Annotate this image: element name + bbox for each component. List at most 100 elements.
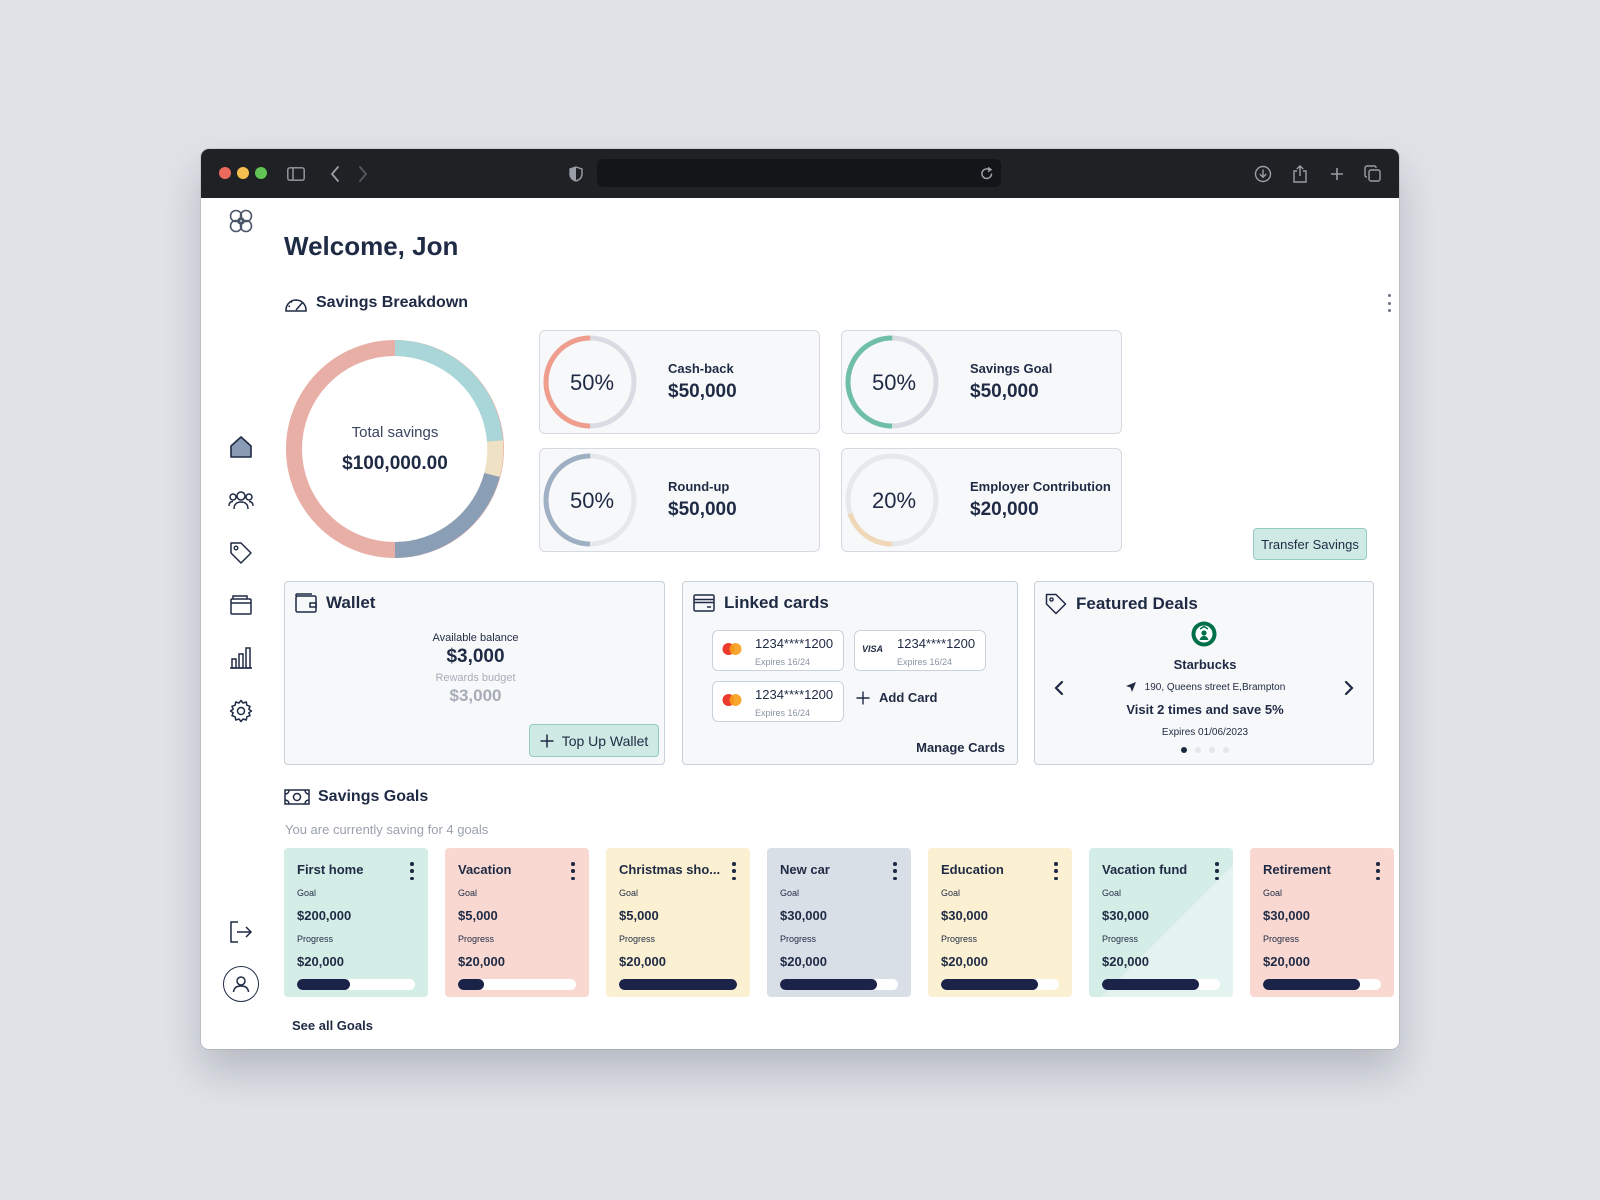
deal-offer: Visit 2 times and save 5% [1126, 702, 1284, 717]
wallet-icon[interactable] [226, 590, 256, 620]
next-deal-chevron-icon[interactable] [1344, 680, 1354, 696]
linked-card-chip[interactable]: 1234****1200 Expires 16/24 [712, 681, 844, 722]
donut-segment-slate [394, 472, 500, 558]
pagination-dot[interactable] [1195, 747, 1201, 753]
linked-card-chip[interactable]: VISA 1234****1200 Expires 16/24 [854, 630, 986, 671]
stat-label: Employer Contribution [970, 479, 1111, 494]
reload-icon[interactable] [975, 162, 999, 186]
pagination-dot[interactable] [1209, 747, 1215, 753]
goal-card[interactable]: Vacation fund Goal $30,000 Progress $20,… [1089, 848, 1233, 997]
goal-options-icon[interactable] [570, 862, 576, 880]
goal-amount: $200,000 [297, 908, 352, 923]
goal-progress-bar [619, 979, 737, 990]
goal-amount: $5,000 [619, 908, 659, 923]
tab-overview-icon[interactable] [1361, 162, 1385, 186]
goal-label: Goal [1102, 888, 1122, 898]
back-icon[interactable] [323, 162, 347, 186]
card-expiry: Expires 16/24 [755, 708, 811, 718]
forward-icon[interactable] [351, 162, 375, 186]
linked-card-chip[interactable]: 1234****1200 Expires 16/24 [712, 630, 844, 671]
goal-progress-bar [297, 979, 415, 990]
logout-icon[interactable] [226, 917, 256, 947]
browser-window: Welcome, Jon Savings Breakdown Total sa [201, 149, 1399, 1049]
card-number: 1234****1200 [755, 687, 834, 702]
pagination-dot-active[interactable] [1181, 747, 1187, 753]
goal-options-icon[interactable] [409, 862, 415, 880]
progress-label: Progress [1102, 934, 1139, 944]
stat-percent: 50% [871, 370, 917, 395]
donut-center: Total savings $100,000.00 [284, 338, 506, 560]
see-all-goals-link[interactable]: See all Goals [292, 1018, 373, 1033]
goal-card[interactable]: Christmas sho... Goal $5,000 Progress $2… [606, 848, 750, 997]
stat-value: $50,000 [970, 381, 1039, 402]
goal-options-icon[interactable] [892, 862, 898, 880]
progress-label: Progress [780, 934, 817, 944]
goal-card[interactable]: Retirement Goal $30,000 Progress $20,000 [1250, 848, 1394, 997]
pagination-dot[interactable] [1223, 747, 1229, 753]
credit-card-icon [693, 594, 715, 612]
mastercard-icon [720, 692, 744, 708]
goal-label: Goal [1263, 888, 1283, 898]
wallet-icon [295, 593, 317, 613]
share-icon[interactable] [1288, 162, 1312, 186]
top-up-wallet-button[interactable]: Top Up Wallet [529, 724, 659, 757]
stat-value: $50,000 [668, 499, 737, 520]
transfer-savings-button[interactable]: Transfer Savings [1253, 528, 1367, 560]
goal-card[interactable]: Vacation Goal $5,000 Progress $20,000 [445, 848, 589, 997]
stat-card-employer-contribution[interactable]: 20% Employer Contribution $20,000 [841, 448, 1122, 552]
profile-avatar-icon[interactable] [223, 966, 259, 1002]
stat-card-cashback[interactable]: 50% Cash-back $50,000 [539, 330, 820, 434]
stat-percent: 20% [871, 488, 917, 513]
new-tab-icon[interactable] [1325, 162, 1349, 186]
stat-card-round-up[interactable]: 50% Round-up $50,000 [539, 448, 820, 552]
goal-options-icon[interactable] [731, 862, 737, 880]
starbucks-logo-icon [1191, 621, 1217, 647]
progress-amount: $20,000 [1102, 954, 1149, 969]
goal-card[interactable]: Education Goal $30,000 Progress $20,000 [928, 848, 1072, 997]
goal-options-icon[interactable] [1375, 862, 1381, 880]
progress-label: Progress [297, 934, 334, 944]
top-up-wallet-label: Top Up Wallet [561, 732, 649, 749]
tag-icon[interactable] [226, 538, 256, 568]
more-options-icon[interactable] [1386, 294, 1392, 312]
stat-value: $50,000 [668, 381, 737, 402]
people-icon[interactable] [226, 485, 256, 515]
progress-label: Progress [458, 934, 495, 944]
card-number: 1234****1200 [755, 636, 834, 651]
privacy-shield-icon[interactable] [564, 162, 588, 186]
address-bar[interactable] [597, 159, 1001, 187]
previous-deal-chevron-icon[interactable] [1054, 680, 1064, 696]
linked-cards-title: Linked cards [724, 593, 829, 612]
speedometer-icon [284, 294, 308, 312]
featured-deals-title: Featured Deals [1076, 594, 1198, 613]
goal-name: Vacation [458, 862, 512, 877]
minimize-window-button[interactable] [237, 167, 249, 179]
tag-icon [1045, 593, 1067, 615]
goal-amount: $30,000 [1263, 908, 1310, 923]
goal-options-icon[interactable] [1214, 862, 1220, 880]
settings-gear-icon[interactable] [226, 696, 256, 726]
card-expiry: Expires 16/24 [755, 657, 811, 667]
bar-chart-icon[interactable] [226, 643, 256, 673]
manage-cards-link[interactable]: Manage Cards [916, 740, 1005, 755]
goal-label: Goal [619, 888, 639, 898]
zoom-window-button[interactable] [255, 167, 267, 179]
donut-segment-teal [394, 340, 503, 442]
close-window-button[interactable] [219, 167, 231, 179]
rewards-budget-value: $3,000 [449, 686, 502, 705]
brand-logo-icon [226, 206, 256, 236]
add-card-button[interactable]: Add Card [856, 690, 938, 705]
cash-icon [284, 789, 310, 805]
location-arrow-icon [1125, 681, 1137, 693]
goal-card[interactable]: New car Goal $30,000 Progress $20,000 [767, 848, 911, 997]
goal-name: Retirement [1263, 862, 1331, 877]
stat-card-savings-goal[interactable]: 50% Savings Goal $50,000 [841, 330, 1122, 434]
goal-card[interactable]: First home Goal $200,000 Progress $20,00… [284, 848, 428, 997]
sidebar-toggle-icon[interactable] [284, 162, 308, 186]
deal-address: 190, Queens street E,Brampton [1144, 681, 1286, 693]
goal-options-icon[interactable] [1053, 862, 1059, 880]
downloads-icon[interactable] [1251, 162, 1275, 186]
home-icon[interactable] [226, 432, 256, 462]
rewards-budget-label: Rewards budget [435, 672, 516, 684]
goal-progress-bar [1263, 979, 1381, 990]
